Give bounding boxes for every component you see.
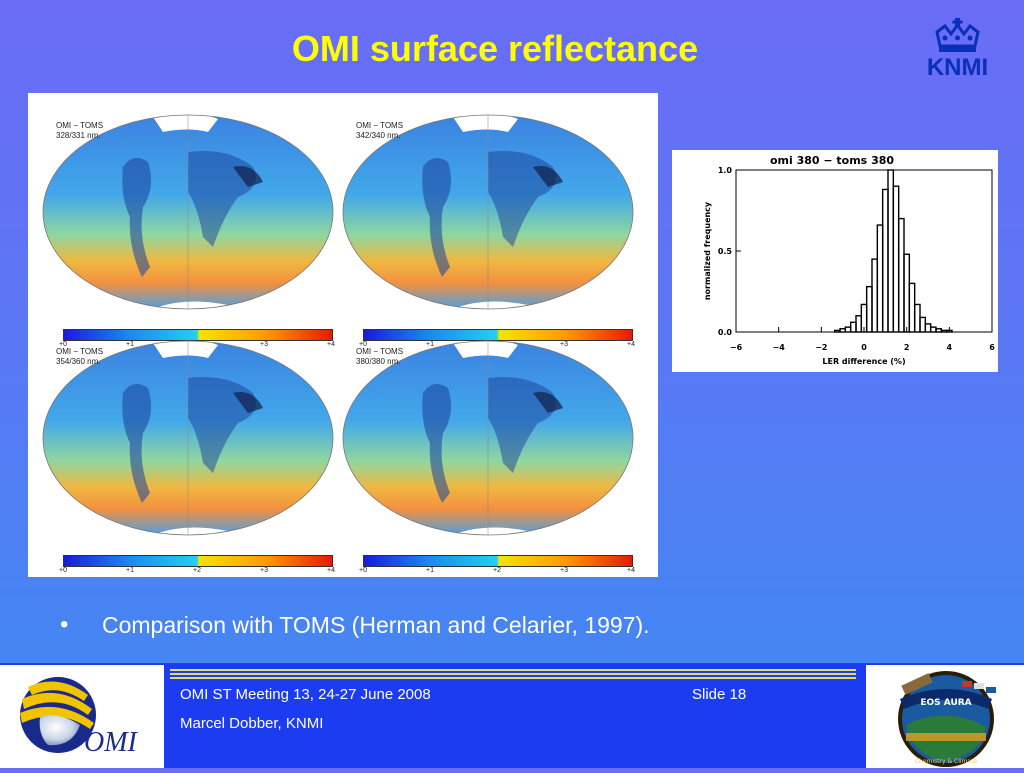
histogram-bar bbox=[892, 185, 900, 333]
colorbar-ticks: +0 +1 +2 +3 +4 bbox=[359, 567, 635, 577]
histogram-bars bbox=[833, 169, 953, 333]
histogram-bar bbox=[887, 169, 895, 333]
histogram-panel: omi 380 − toms 380 −6 −4 −2 0 2 4 6 0.0 0.5 1.0 … bbox=[672, 150, 998, 372]
colorbar-tick: +3 bbox=[560, 341, 568, 348]
x-tick-label: 2 bbox=[904, 343, 910, 352]
crown-icon bbox=[935, 18, 980, 52]
x-tick-label: −4 bbox=[773, 343, 786, 352]
bullet-icon: • bbox=[60, 611, 69, 638]
y-tick-label: 0.0 bbox=[718, 328, 733, 337]
omi-logo: OMI bbox=[0, 665, 164, 768]
x-ticks: −6 −4 −2 0 2 4 6 bbox=[730, 327, 995, 352]
histogram-bar bbox=[855, 315, 863, 333]
colorbar-tick: +1 bbox=[426, 567, 434, 574]
histogram-bar bbox=[833, 329, 841, 333]
colorbar-tick: +0 bbox=[59, 567, 67, 574]
footer-author: Marcel Dobber, KNMI bbox=[180, 715, 324, 732]
eos-aura-subtext: Chemistry & Climate bbox=[915, 758, 978, 765]
colorbar-tick: +1 bbox=[126, 341, 134, 348]
map-label: OMI − TOMS 354/360 nm. bbox=[56, 347, 104, 366]
x-tick-label: 4 bbox=[947, 343, 953, 352]
colorbar-tick: +0 bbox=[359, 567, 367, 574]
colorbar bbox=[63, 329, 333, 341]
colorbar-tick: +1 bbox=[126, 567, 134, 574]
eos-aura-logo: EOS AURA Chemistry & Climate bbox=[866, 665, 1024, 768]
colorbar-tick: +2 bbox=[493, 567, 501, 574]
footer-slide-number: Slide 18 bbox=[692, 686, 747, 703]
omi-logo-text: OMI bbox=[84, 727, 139, 758]
y-tick-label: 1.0 bbox=[718, 166, 733, 175]
histogram-bar bbox=[849, 321, 857, 333]
histogram-bar bbox=[935, 328, 943, 333]
knmi-logo-text: KNMI bbox=[926, 54, 989, 81]
colorbar-tick: +4 bbox=[627, 567, 635, 574]
slide-title: OMI surface reflectance bbox=[291, 28, 699, 69]
colorbar-tick: +4 bbox=[627, 341, 635, 348]
omi-logo-icon: OMI bbox=[20, 677, 139, 758]
colorbar-ticks: +0 +1 +2 +3 +4 bbox=[59, 567, 335, 577]
histogram-bar bbox=[881, 188, 889, 333]
x-tick-label: −2 bbox=[815, 343, 827, 352]
chart-title: omi 380 − toms 380 bbox=[770, 154, 894, 167]
y-ticks: 0.0 0.5 1.0 bbox=[718, 166, 741, 337]
histogram-bar bbox=[913, 303, 921, 333]
histogram-bar bbox=[940, 329, 948, 333]
histogram-bar bbox=[871, 258, 879, 333]
footer-meeting: OMI ST Meeting 13, 24-27 June 2008 bbox=[180, 686, 431, 703]
histogram-bar bbox=[839, 328, 847, 333]
histogram-bar bbox=[865, 285, 873, 333]
colorbar-tick: +1 bbox=[426, 341, 434, 348]
map-label: OMI − TOMS 328/331 nm. bbox=[56, 121, 104, 140]
map-label: OMI − TOMS 380/380 nm. bbox=[356, 347, 404, 366]
colorbar-tick: +3 bbox=[560, 567, 568, 574]
x-tick-label: −6 bbox=[730, 343, 743, 352]
colorbar-tick: +3 bbox=[260, 341, 268, 348]
colorbar-tick: +3 bbox=[260, 567, 268, 574]
x-tick-label: 0 bbox=[861, 343, 867, 352]
x-tick-label: 6 bbox=[989, 343, 995, 352]
map-panel: OMI − TOMS 354/360 nm. +0 +1 +2 +3 +4 bbox=[38, 333, 338, 574]
histogram-bar bbox=[924, 323, 932, 333]
knmi-logo: KNMI bbox=[915, 16, 1000, 82]
histogram-bar bbox=[844, 326, 852, 333]
colorbar bbox=[363, 329, 633, 341]
colorbar bbox=[363, 555, 633, 567]
map-panel: OMI − TOMS 380/380 nm. +0 +1 +2 +3 +4 bbox=[338, 333, 638, 574]
histogram-chart: omi 380 − toms 380 −6 −4 −2 0 2 4 6 0.00.51.0 … bbox=[703, 154, 995, 366]
map-label: OMI − TOMS 342/340 nm. bbox=[356, 121, 404, 140]
plot-frame bbox=[735, 169, 993, 333]
histogram-bar bbox=[876, 224, 884, 333]
histogram-bar bbox=[929, 326, 937, 333]
eos-aura-text: EOS AURA bbox=[920, 698, 971, 708]
histogram-bar bbox=[903, 253, 911, 333]
bullet-text: Comparison with TOMS (Herman and Celarie… bbox=[102, 612, 650, 638]
y-axis-label: normalized frequency bbox=[703, 201, 712, 300]
colorbar-tick: +4 bbox=[327, 341, 335, 348]
colorbar-tick: +0 bbox=[359, 341, 367, 348]
histogram-bar bbox=[897, 217, 905, 333]
colorbar-tick: +2 bbox=[193, 567, 201, 574]
y-tick-label: 0.5 bbox=[718, 247, 733, 256]
histogram-bar bbox=[919, 316, 927, 333]
colorbar-tick: +4 bbox=[327, 567, 335, 574]
footer-band bbox=[0, 663, 1024, 768]
eos-aura-badge-icon: EOS AURA Chemistry & Climate bbox=[898, 671, 996, 767]
colorbar-tick: +0 bbox=[59, 341, 67, 348]
footer-stripes bbox=[170, 669, 856, 679]
histogram-bar bbox=[908, 282, 916, 333]
x-axis-label: LER difference (%) bbox=[822, 357, 905, 366]
colorbar bbox=[63, 555, 333, 567]
